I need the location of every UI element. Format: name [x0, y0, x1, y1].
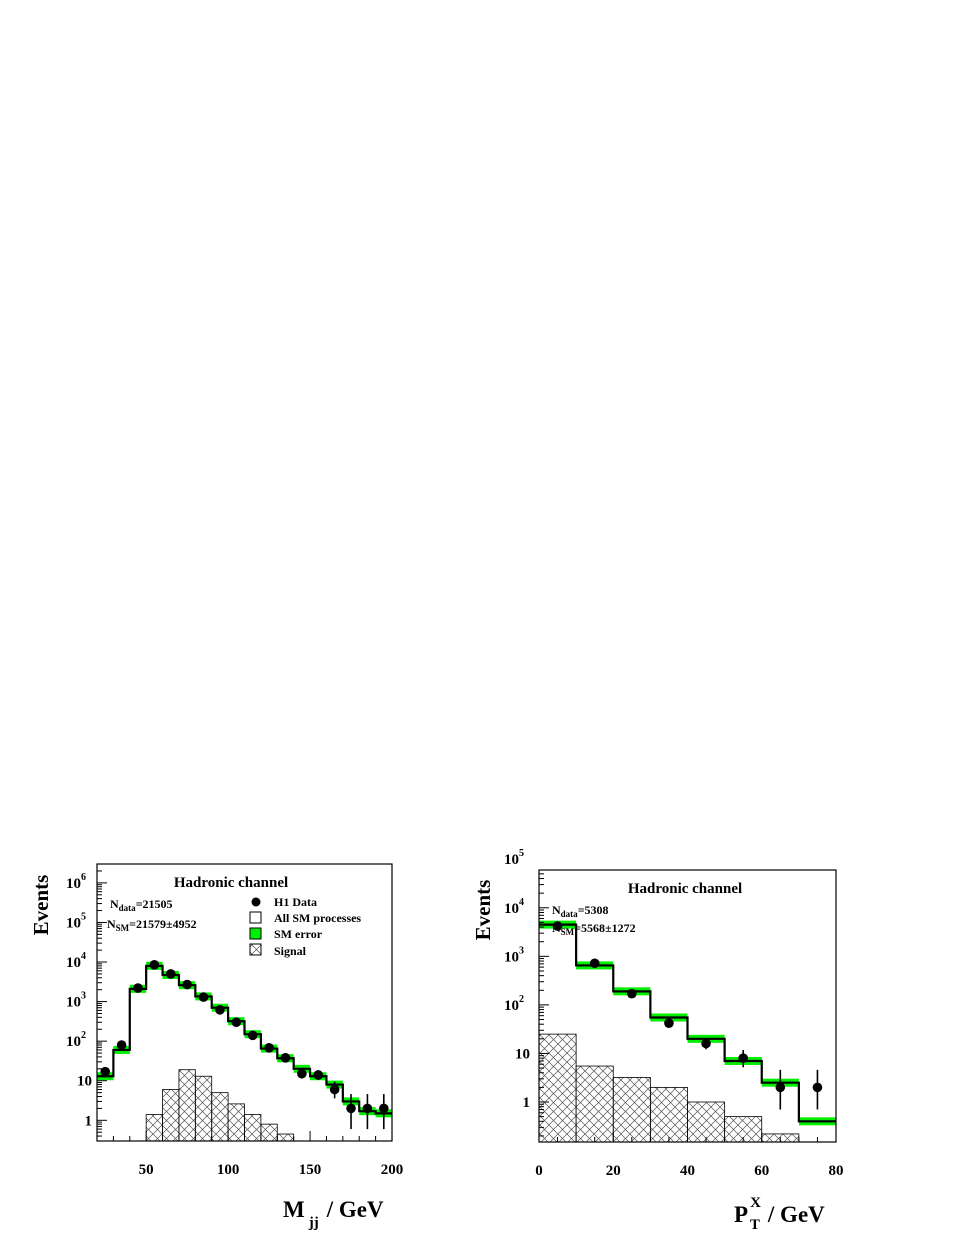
sm-histogram [97, 964, 392, 1115]
signal-bin [538, 1033, 577, 1143]
data-point [627, 988, 637, 999]
data-point [738, 1053, 748, 1063]
left-y-axis-label: Events [29, 875, 53, 936]
legend-swatch-sm [249, 911, 262, 924]
y-tick-label: 10 [77, 1074, 92, 1090]
left-x-axis-label: Mjj/ GeV [283, 1197, 384, 1231]
data-point [182, 979, 192, 990]
x-tick-label: 100 [217, 1162, 240, 1178]
left-panel: 50 100 150 200 1 10 102 103 104 105 106 Hadronic … [29, 863, 404, 1231]
signal-bin [612, 1077, 651, 1143]
y-tick-label: 106 [66, 872, 86, 892]
y-tick-label: 102 [66, 1030, 86, 1050]
signal-bin [244, 1114, 262, 1142]
signal-bin [575, 1065, 614, 1143]
right-data-layer [552, 921, 823, 1110]
y-tick-label: 103 [66, 991, 86, 1011]
x-tick-label: 20 [606, 1163, 621, 1179]
data-point [247, 1030, 258, 1041]
data-point [313, 1070, 324, 1080]
data-point [116, 1040, 127, 1050]
y-tick-label: 105 [66, 911, 86, 931]
signal-bin [194, 1075, 213, 1142]
left-signal-layer [145, 1069, 295, 1142]
data-point [215, 1005, 225, 1015]
x-tick-label: 200 [381, 1162, 404, 1178]
signal-bin [260, 1123, 278, 1142]
legend-label-band: SM error [274, 927, 323, 941]
data-point [231, 1017, 242, 1028]
data-point [701, 1038, 711, 1049]
data-point [297, 1068, 307, 1079]
x-tick-label: 60 [754, 1163, 769, 1179]
legend-marker-data [251, 897, 261, 907]
signal-bin [162, 1089, 180, 1142]
y-tick-label: 103 [504, 945, 524, 965]
data-point [149, 960, 160, 970]
signal-bin [211, 1092, 229, 1142]
right-y-ticks: 1 10 102 103 104 105 [504, 848, 549, 1137]
right-nsm-label: NSM=5568±1272 [552, 921, 636, 937]
data-point [812, 1082, 823, 1093]
signal-bin [649, 1086, 688, 1143]
left-data-layer [100, 960, 389, 1130]
legend-swatch-signal [249, 943, 262, 956]
signal-bin [145, 1114, 163, 1142]
data-point [379, 1103, 389, 1114]
data-point [329, 1084, 340, 1095]
left-nsm-label: NSM=21579±4952 [107, 917, 197, 933]
data-point [133, 983, 143, 993]
left-chart-title: Hadronic channel [174, 875, 288, 891]
data-point [165, 969, 176, 979]
data-point [100, 1066, 110, 1077]
y-tick-label: 1 [85, 1113, 93, 1129]
data-point [362, 1103, 373, 1114]
y-tick-label: 1 [523, 1095, 531, 1111]
y-tick-label: 104 [504, 897, 524, 917]
right-panel: 0 20 40 60 80 1 10 102 103 104 105 Hadronic chann… [471, 848, 844, 1233]
legend-label-data: H1 Data [274, 895, 317, 909]
x-tick-label: 50 [139, 1162, 154, 1178]
data-point [552, 921, 563, 931]
right-x-ticks: 0 20 40 60 80 [535, 1132, 844, 1179]
right-y-axis-label: Events [471, 880, 495, 941]
y-tick-label: 10 [515, 1046, 530, 1062]
data-point [280, 1052, 291, 1063]
left-y-ticks: 1 10 102 103 104 105 106 [66, 863, 107, 1142]
data-point [264, 1042, 274, 1053]
left-sm-layer [97, 964, 392, 1115]
y-tick-label: 102 [504, 994, 524, 1014]
signal-bin [276, 1133, 295, 1142]
x-tick-label: 80 [829, 1163, 844, 1179]
data-point [589, 958, 600, 969]
y-tick-label: 104 [66, 951, 86, 971]
data-point [346, 1103, 356, 1114]
signal-bin [227, 1103, 245, 1142]
signal-bin [178, 1069, 196, 1142]
legend-label-signal: Signal [274, 944, 307, 958]
x-tick-label: 150 [299, 1162, 322, 1178]
right-chart-title: Hadronic channel [628, 881, 742, 897]
x-tick-label: 0 [535, 1163, 543, 1179]
y-tick-label: 105 [504, 848, 524, 868]
left-ndata-label: Ndata=21505 [110, 897, 173, 913]
right-x-axis-label: P X T / GeV [734, 1195, 825, 1233]
legend-label-sm: All SM processes [274, 911, 361, 925]
data-point [775, 1082, 786, 1093]
x-tick-label: 40 [680, 1163, 695, 1179]
data-point [664, 1018, 674, 1028]
legend-swatch-band [249, 927, 262, 940]
right-ndata-label: Ndata=5308 [552, 903, 609, 919]
signal-bin [687, 1101, 726, 1143]
right-signal-layer [538, 1033, 800, 1143]
legend: H1 Data All SM processes SM error Signal [249, 895, 361, 958]
left-x-ticks: 50 100 150 200 [96, 1131, 404, 1178]
data-point [198, 992, 209, 1002]
